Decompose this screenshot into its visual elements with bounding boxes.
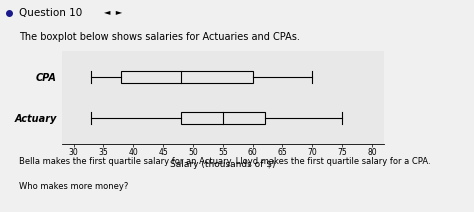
Text: Question 10: Question 10 bbox=[19, 8, 82, 18]
Text: The boxplot below shows salaries for Actuaries and CPAs.: The boxplot below shows salaries for Act… bbox=[19, 32, 300, 42]
Text: Who makes more money?: Who makes more money? bbox=[19, 182, 128, 191]
X-axis label: Salary (thousands of $): Salary (thousands of $) bbox=[170, 160, 275, 169]
Text: Bella makes the first quartile salary for an Actuary. Lloyd makes the first quar: Bella makes the first quartile salary fo… bbox=[19, 157, 430, 166]
Bar bbox=[181, 112, 264, 124]
Text: ◄  ►: ◄ ► bbox=[104, 8, 123, 17]
Bar bbox=[121, 71, 253, 83]
